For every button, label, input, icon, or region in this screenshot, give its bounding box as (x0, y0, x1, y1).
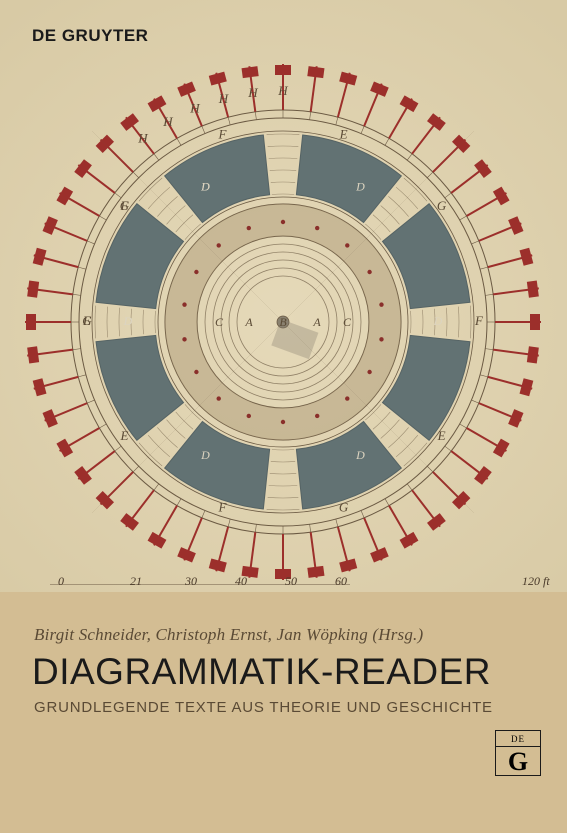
svg-text:F: F (217, 499, 227, 514)
svg-text:H: H (137, 131, 148, 146)
svg-text:D: D (355, 180, 365, 194)
svg-text:D: D (123, 314, 133, 328)
publisher-name: DE GRUYTER (32, 26, 148, 46)
cover-top-panel: DE GRUYTER HHHHHHEGFEGFEGFEGFDDDDDDDDCAB… (0, 0, 567, 592)
svg-text:A: A (244, 315, 253, 329)
scale-tick-label: 60 (335, 574, 347, 589)
book-subtitle: GRUNDLEGENDE TEXTE AUS THEORIE UND GESCH… (34, 699, 567, 716)
svg-text:H: H (247, 85, 258, 100)
panopticon-diagram: HHHHHHEGFEGFEGFEGFDDDDDDDDCABAC (17, 56, 549, 586)
logo-top-text: DE (496, 732, 540, 747)
svg-text:A: A (312, 315, 321, 329)
editors-line: Birgit Schneider, Christoph Ernst, Jan W… (34, 625, 567, 645)
svg-text:H: H (218, 91, 229, 106)
svg-text:H: H (277, 83, 288, 98)
svg-text:H: H (162, 114, 173, 129)
scale-tick-label: 120 ft (522, 574, 550, 589)
logo-bottom-text: G (508, 747, 528, 775)
svg-text:E: E (437, 428, 446, 443)
svg-text:H: H (189, 100, 200, 115)
svg-text:F: F (474, 313, 484, 328)
svg-text:D: D (433, 314, 443, 328)
svg-text:G: G (437, 198, 447, 213)
svg-text:G: G (339, 499, 349, 514)
svg-text:D: D (200, 448, 210, 462)
svg-text:F: F (217, 127, 227, 142)
svg-text:F: F (119, 198, 129, 213)
cover-bottom-panel: Birgit Schneider, Christoph Ernst, Jan W… (0, 625, 567, 833)
scale-tick-label: 0 (58, 574, 64, 589)
svg-text:E: E (119, 428, 128, 443)
svg-text:E: E (339, 127, 348, 142)
svg-text:B: B (279, 315, 287, 329)
publisher-logo: DE G (495, 730, 541, 776)
scale-tick-label: 21 (130, 574, 142, 589)
svg-text:D: D (200, 180, 210, 194)
svg-text:D: D (355, 448, 365, 462)
svg-text:C: C (215, 315, 224, 329)
scale-tick-label: 30 (185, 574, 197, 589)
svg-text:G: G (82, 313, 92, 328)
scale-tick-label: 50 (285, 574, 297, 589)
book-title: DIAGRAMMATIK-READER (32, 651, 567, 693)
scale-tick-label: 40 (235, 574, 247, 589)
svg-text:C: C (343, 315, 352, 329)
